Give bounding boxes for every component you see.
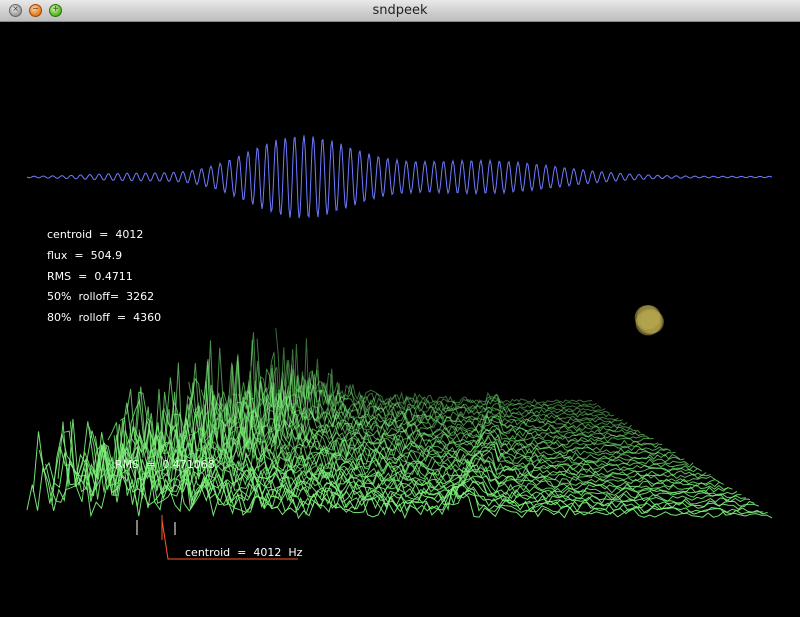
spectrogram-waterfall: [26, 328, 773, 520]
waveform-trace: [26, 135, 773, 219]
spectrum-row: [175, 387, 667, 452]
spectrum-row: [57, 418, 751, 506]
spectrum-row: [169, 377, 672, 455]
spectrum-row: [144, 391, 689, 466]
rms-overlay-label: RMS = 0.471068: [115, 458, 215, 471]
rolloff-80-value: 80% rolloff = 4360: [47, 311, 162, 324]
spectrum-row: [281, 338, 593, 405]
spectrum-row: [120, 416, 707, 478]
spectrum-row: [262, 349, 606, 413]
centroid-marker: [136, 515, 298, 560]
spectrum-row: [32, 431, 768, 516]
maximize-icon: +: [52, 4, 59, 15]
centroid-value: centroid = 4012: [47, 228, 144, 241]
close-icon: ×: [12, 4, 19, 15]
maximize-button[interactable]: +: [49, 4, 62, 17]
minimize-button[interactable]: −: [29, 4, 42, 17]
visualization-canvas: [26, 135, 773, 560]
rms-value: RMS = 0.4711: [47, 270, 133, 283]
spectrum-row: [26, 459, 773, 520]
centroid-hz-label: centroid = 4012 Hz: [185, 546, 303, 559]
blob-part: [635, 310, 661, 336]
close-button[interactable]: ×: [9, 4, 22, 17]
spectrum-row: [206, 340, 645, 438]
title-bar: × − + sndpeek: [0, 0, 800, 22]
rolloff-50-value: 50% rolloff= 3262: [47, 290, 155, 303]
spectrum-row: [38, 445, 764, 513]
spectrum-row: [213, 347, 641, 435]
spectrum-row: [70, 421, 742, 500]
spectrum-row: [82, 429, 733, 494]
flux-value: flux = 504.9: [47, 249, 123, 262]
spectrum-row: [113, 398, 711, 480]
spectrum-row: [231, 354, 628, 427]
blob-marker: [634, 305, 664, 336]
window-title: sndpeek: [372, 3, 428, 18]
minimize-icon: −: [32, 4, 39, 15]
